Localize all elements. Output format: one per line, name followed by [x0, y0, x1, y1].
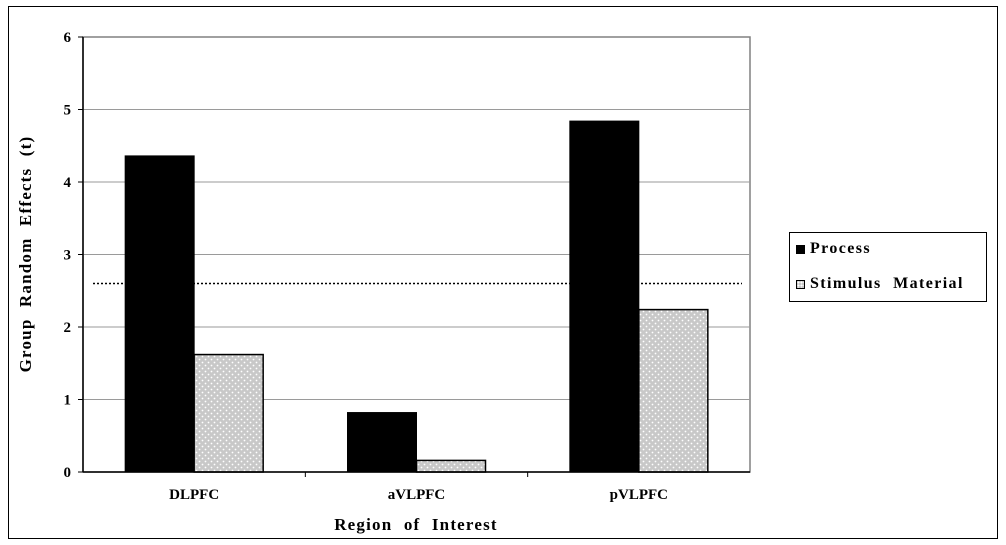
- y-tick-label: 4: [64, 175, 72, 191]
- legend: Process Stimulus Material: [789, 232, 987, 302]
- y-tick-label: 6: [64, 30, 72, 46]
- y-tick-label: 5: [64, 103, 72, 119]
- legend-item-stimulus-material: Stimulus Material: [796, 274, 964, 294]
- y-tick-label: 0: [64, 465, 72, 481]
- legend-swatch-stimulus-material: [796, 279, 805, 289]
- bar-stimulus-material-pvlpfc: [638, 308, 709, 473]
- chart-svg: 0 1 2 3 4 5 6 DLPFC aVLPFC pVLPFC Region of Inter…: [16, 30, 751, 534]
- legend-item-process: Process: [796, 239, 871, 259]
- x-axis-title: Region of Interest: [334, 515, 498, 534]
- chart-frame: 0 1 2 3 4 5 6 DLPFC aVLPFC pVLPFC Region of Inter…: [8, 6, 998, 539]
- axis-layer: 0 1 2 3 4 5 6 DLPFC aVLPFC pVLPFC: [64, 30, 750, 503]
- legend-label-stimulus-material: Stimulus Material: [810, 275, 964, 292]
- y-tick-label: 3: [64, 248, 72, 264]
- legend-label-process: Process: [810, 240, 872, 257]
- legend-swatch-process: [796, 244, 805, 254]
- y-tick-label: 1: [64, 393, 72, 409]
- bar-stimulus-material-avlpfc: [415, 459, 487, 473]
- bar-process-dlpfc: [124, 155, 195, 473]
- bar-layer: [124, 120, 709, 473]
- x-tick-label: aVLPFC: [388, 487, 446, 503]
- x-tick-label: pVLPFC: [610, 487, 668, 503]
- x-tick-label: DLPFC: [169, 487, 219, 503]
- bar-process-avlpfc: [347, 412, 417, 473]
- bar-stimulus-material-dlpfc: [193, 353, 264, 473]
- y-axis-title: Group Random Effects (t): [16, 136, 35, 373]
- y-tick-label: 2: [64, 320, 72, 336]
- bar-process-pvlpfc: [569, 120, 640, 473]
